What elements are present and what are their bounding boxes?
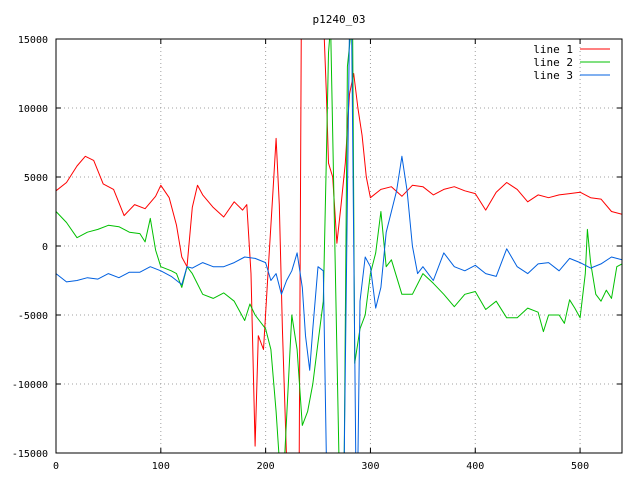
legend-label-3: line 3	[533, 69, 573, 82]
series-line-1	[56, 39, 622, 453]
y-tick-label: 10000	[18, 104, 48, 115]
y-tick-label: -15000	[12, 449, 48, 460]
x-tick-label: 200	[257, 461, 275, 472]
series-line-2	[56, 39, 622, 453]
x-tick-label: 100	[152, 461, 170, 472]
x-tick-label: 400	[466, 461, 484, 472]
y-tick-label: 0	[42, 242, 48, 253]
axis-ticks: 0 100 200 300 400 500 -15000 -10000 -5000 0 5000 10…	[12, 35, 622, 472]
x-tick-label: 500	[571, 461, 589, 472]
y-tick-label: -5000	[18, 311, 48, 322]
series-group	[56, 39, 622, 453]
legend-label-2: line 2	[533, 56, 573, 69]
x-tick-label: 0	[53, 461, 59, 472]
y-tick-label: -10000	[12, 380, 48, 391]
y-tick-label: 5000	[24, 173, 48, 184]
series-line-3	[56, 39, 622, 453]
x-tick-label: 300	[361, 461, 379, 472]
chart-title: p1240_03	[313, 13, 366, 26]
legend-label-1: line 1	[533, 43, 573, 56]
y-tick-label: 15000	[18, 35, 48, 46]
grid	[56, 39, 622, 453]
